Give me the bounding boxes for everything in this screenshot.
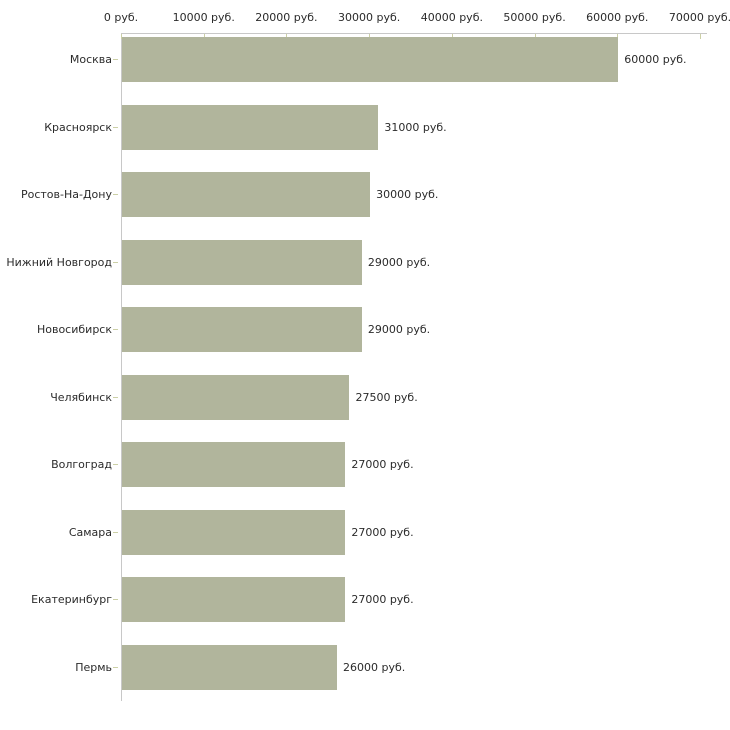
value-label: 27500 руб. (355, 390, 418, 404)
category-label: Красноярск (44, 120, 112, 134)
category-label: Москва (69, 53, 112, 66)
x-axis-tick-mark (369, 34, 371, 39)
value-label: 26000 руб. (343, 660, 406, 674)
y-axis-line (121, 33, 122, 701)
plot-area: Москва 60000 руб. Красноярск 31000 руб. Рост… (6, 33, 700, 709)
bar (122, 577, 346, 622)
value-label: 60000 руб. (624, 53, 687, 66)
bar-row: Ростов-На-Дону 30000 руб. (21, 172, 700, 217)
bar-row: Пермь 26000 руб. (75, 644, 700, 690)
x-axis-tick-label: 50000 руб. (503, 11, 566, 24)
bar (122, 307, 362, 352)
x-axis-tick-label: 70000 руб. (668, 11, 730, 24)
y-axis-tick-mark (113, 531, 118, 533)
y-axis-tick-mark (113, 599, 118, 600)
x-axis-tick-label: 30000 руб. (338, 11, 401, 24)
x-axis-tick-mark (617, 34, 619, 39)
category-label: Новосибирск (36, 323, 112, 336)
x-axis-tick-label: 10000 руб. (172, 11, 235, 24)
bar (122, 37, 619, 82)
x-axis-line (121, 33, 707, 34)
value-label: 27000 руб. (351, 458, 414, 471)
value-label: 29000 руб. (367, 323, 431, 336)
x-axis-tick-mark (451, 34, 453, 39)
x-axis-tick-mark (121, 34, 122, 39)
y-axis-tick-mark (113, 396, 118, 398)
x-axis-tick-label: 60000 руб. (586, 11, 649, 24)
x-axis-tick-mark (700, 34, 701, 39)
bar (122, 172, 371, 217)
x-axis-tick-mark (286, 34, 288, 39)
y-axis-tick-mark (113, 329, 118, 330)
y-axis-tick-mark (113, 59, 118, 60)
bar (122, 442, 346, 487)
bar-row: Москва 60000 руб. (70, 37, 700, 82)
x-axis-tick-label: 20000 руб. (255, 11, 318, 24)
category-label: Ростов-На-Дону (20, 188, 112, 201)
bar (122, 239, 362, 285)
value-label: 30000 руб. (376, 188, 439, 201)
bar-row: Волгоград 27000 руб. (51, 442, 700, 487)
category-label: Нижний Новгород (6, 255, 112, 269)
y-axis-tick-mark (113, 194, 118, 195)
bar (122, 374, 350, 420)
y-axis-tick-mark (113, 261, 118, 263)
bar-row: Новосибирск 29000 руб. (37, 307, 700, 352)
value-label: 27000 руб. (351, 525, 414, 539)
y-axis-tick-mark (113, 126, 118, 128)
value-label: 27000 руб. (351, 593, 414, 606)
x-axis-tick-label: 40000 руб. (420, 11, 483, 24)
bar-row: Нижний Новгород 29000 руб. (6, 239, 700, 285)
value-label: 29000 руб. (367, 255, 431, 269)
category-label: Самара (68, 525, 112, 539)
category-label: Волгоград (51, 458, 112, 471)
category-label: Пермь (75, 660, 112, 674)
bar-row: Челябинск 27500 руб. (50, 374, 700, 420)
bar-row: Самара 27000 руб. (69, 509, 700, 555)
y-axis-tick-mark (113, 666, 118, 668)
x-axis-tick-mark (203, 34, 205, 39)
value-label: 31000 руб. (384, 120, 447, 134)
bar-row: Екатеринбург 27000 руб. (31, 577, 700, 622)
bar-row: Красноярск 31000 руб. (44, 104, 700, 150)
y-axis-tick-mark (113, 464, 118, 465)
x-axis-tick-mark (534, 34, 536, 39)
category-label: Челябинск (50, 390, 112, 404)
category-label: Екатеринбург (31, 593, 112, 606)
x-axis-tick-label: 0 руб. (103, 11, 139, 24)
bar (122, 104, 379, 150)
bar (122, 509, 346, 555)
x-axis-labels: 0 руб. 10000 руб. 20000 руб. 30000 руб. 4000… (104, 11, 730, 26)
bar (122, 644, 338, 690)
